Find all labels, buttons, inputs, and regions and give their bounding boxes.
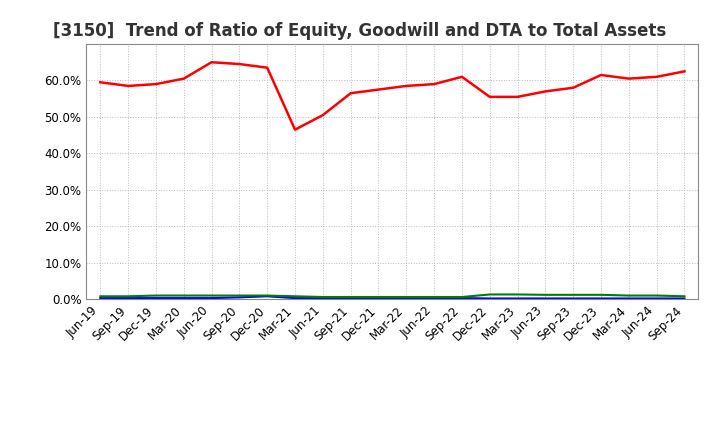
Goodwill: [597, 296, 606, 301]
Deferred Tax Assets: [485, 292, 494, 297]
Equity: [346, 91, 355, 96]
Deferred Tax Assets: [96, 293, 104, 299]
Goodwill: [458, 296, 467, 301]
Deferred Tax Assets: [458, 294, 467, 300]
Deferred Tax Assets: [680, 293, 689, 299]
Equity: [124, 83, 132, 88]
Deferred Tax Assets: [346, 294, 355, 300]
Goodwill: [207, 296, 216, 301]
Goodwill: [485, 296, 494, 301]
Goodwill: [235, 295, 243, 300]
Goodwill: [291, 296, 300, 301]
Goodwill: [318, 296, 327, 301]
Deferred Tax Assets: [597, 292, 606, 297]
Deferred Tax Assets: [318, 294, 327, 300]
Line: Goodwill: Goodwill: [100, 296, 685, 298]
Goodwill: [96, 296, 104, 301]
Goodwill: [430, 296, 438, 301]
Equity: [624, 76, 633, 81]
Equity: [485, 94, 494, 99]
Equity: [318, 113, 327, 118]
Deferred Tax Assets: [624, 293, 633, 298]
Goodwill: [124, 296, 132, 301]
Equity: [458, 74, 467, 80]
Goodwill: [624, 296, 633, 301]
Equity: [569, 85, 577, 90]
Goodwill: [569, 296, 577, 301]
Equity: [152, 81, 161, 87]
Goodwill: [374, 296, 383, 301]
Equity: [541, 89, 550, 94]
Deferred Tax Assets: [152, 293, 161, 298]
Goodwill: [346, 296, 355, 301]
Goodwill: [263, 293, 271, 299]
Deferred Tax Assets: [541, 292, 550, 297]
Text: [3150]  Trend of Ratio of Equity, Goodwill and DTA to Total Assets: [3150] Trend of Ratio of Equity, Goodwil…: [53, 22, 667, 40]
Goodwill: [680, 296, 689, 301]
Deferred Tax Assets: [235, 293, 243, 298]
Equity: [652, 74, 661, 80]
Line: Equity: Equity: [100, 62, 685, 130]
Equity: [291, 127, 300, 132]
Deferred Tax Assets: [430, 294, 438, 300]
Equity: [513, 94, 522, 99]
Goodwill: [513, 296, 522, 301]
Deferred Tax Assets: [291, 293, 300, 299]
Deferred Tax Assets: [652, 293, 661, 298]
Goodwill: [541, 296, 550, 301]
Equity: [597, 72, 606, 77]
Equity: [430, 81, 438, 87]
Equity: [179, 76, 188, 81]
Equity: [680, 69, 689, 74]
Deferred Tax Assets: [374, 294, 383, 300]
Equity: [235, 62, 243, 67]
Goodwill: [652, 296, 661, 301]
Goodwill: [179, 296, 188, 301]
Equity: [207, 59, 216, 65]
Deferred Tax Assets: [179, 293, 188, 298]
Equity: [96, 80, 104, 85]
Equity: [402, 83, 410, 88]
Deferred Tax Assets: [513, 292, 522, 297]
Equity: [374, 87, 383, 92]
Deferred Tax Assets: [207, 293, 216, 298]
Equity: [263, 65, 271, 70]
Deferred Tax Assets: [402, 294, 410, 300]
Deferred Tax Assets: [124, 293, 132, 299]
Deferred Tax Assets: [263, 293, 271, 298]
Line: Deferred Tax Assets: Deferred Tax Assets: [100, 294, 685, 297]
Goodwill: [152, 296, 161, 301]
Goodwill: [402, 296, 410, 301]
Deferred Tax Assets: [569, 292, 577, 297]
